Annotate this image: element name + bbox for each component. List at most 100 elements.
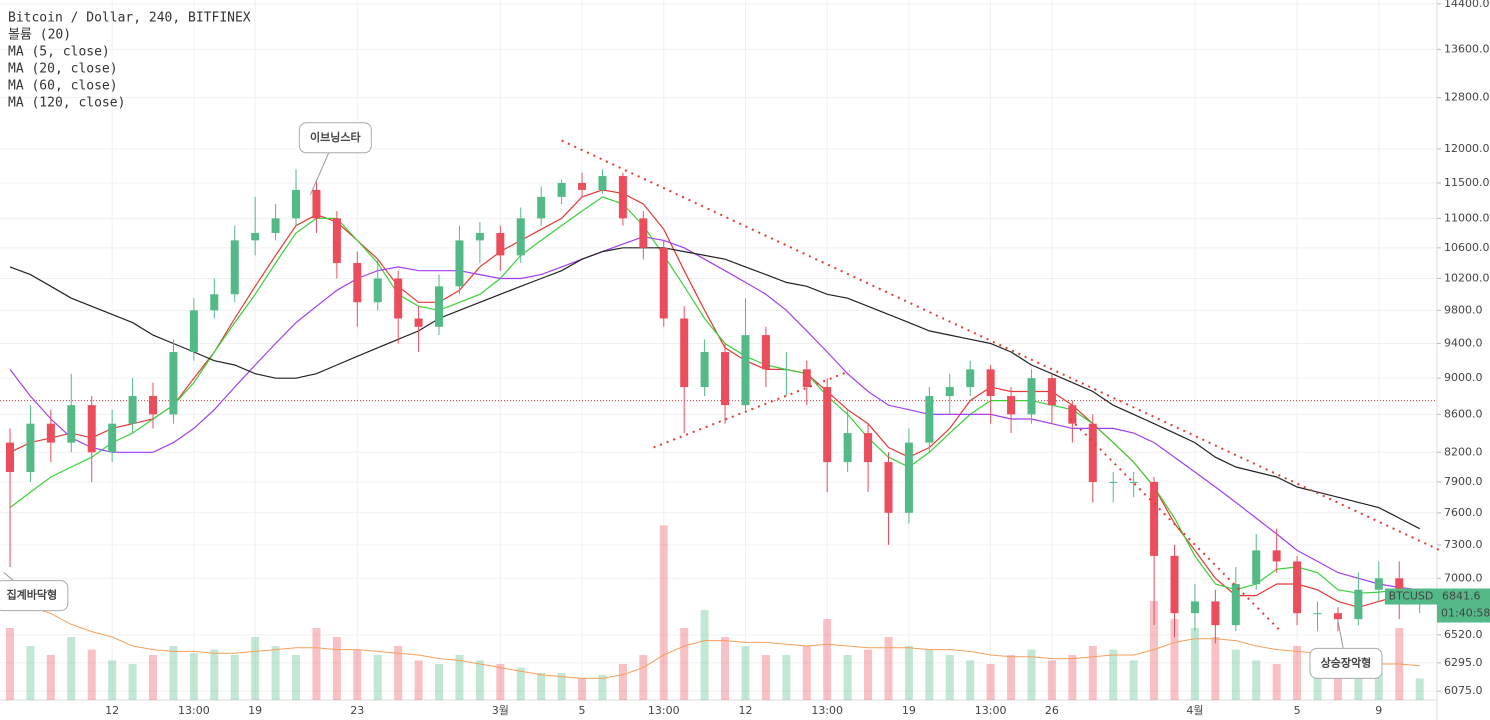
candle-body <box>373 278 382 303</box>
legend-text: Bitcoin / Dollar, 240, BITFINEX <box>8 11 251 26</box>
last-price-label: 6841.6 <box>1442 590 1481 603</box>
volume-bar <box>966 660 975 700</box>
candle-body <box>823 387 832 463</box>
candle-body <box>864 433 873 463</box>
candle-body <box>925 396 934 443</box>
volume-bar <box>108 660 117 700</box>
volume-bar <box>1252 660 1261 700</box>
trendline <box>561 139 1441 552</box>
legend-text: 볼륨 (20) <box>8 28 71 43</box>
y-tick-label: 12000.0 <box>1444 142 1490 155</box>
symbol-label-box <box>1385 588 1437 605</box>
legend-text: MA (5, close) <box>8 45 110 60</box>
y-tick-label: 10200.0 <box>1444 271 1490 284</box>
candle-body <box>639 218 648 248</box>
y-tick-label: 7000.0 <box>1444 571 1483 584</box>
volume-bar <box>761 655 770 700</box>
volume-ma-line <box>9 600 1420 679</box>
volume-bar <box>904 646 913 700</box>
volume-bar <box>537 673 546 700</box>
candle-body <box>598 176 607 190</box>
candle-body <box>945 387 954 397</box>
volume-bar <box>782 655 791 700</box>
candle-body <box>1027 378 1036 415</box>
candle-body <box>1231 584 1240 626</box>
candle-body <box>557 182 566 197</box>
y-tick-label: 11000.0 <box>1444 211 1490 224</box>
y-tick-label: 11500.0 <box>1444 176 1490 189</box>
candle-body <box>904 442 913 513</box>
volume-bar <box>169 646 178 700</box>
volume-bar <box>353 649 362 700</box>
volume-bar <box>251 637 260 700</box>
candle-body <box>1109 481 1118 483</box>
candle-body <box>802 369 811 388</box>
candle-body <box>1354 589 1363 620</box>
candle-body <box>721 352 730 406</box>
candle-body <box>414 318 423 327</box>
volume-bar <box>67 637 76 700</box>
annotation-bubble <box>1309 647 1383 679</box>
y-tick-label: 6075.0 <box>1444 684 1483 697</box>
candle-body <box>435 286 444 327</box>
annotation-text: 상승장악형 <box>1321 655 1372 669</box>
trendline <box>1069 418 1282 632</box>
candle-body <box>986 369 995 397</box>
y-tick-label: 7600.0 <box>1444 506 1483 519</box>
candle-body <box>394 278 403 319</box>
candle-body <box>189 310 198 353</box>
candle-body <box>1252 550 1261 585</box>
candle-body <box>1068 405 1077 424</box>
volume-bar <box>721 637 730 700</box>
legend-text: MA (20, close) <box>8 62 118 77</box>
candle-body <box>6 442 14 472</box>
candle-body <box>1150 481 1159 556</box>
volume-bar <box>516 667 525 700</box>
x-tick-label: 13:00 <box>178 704 210 717</box>
trendline <box>653 370 851 449</box>
volume-bar <box>271 646 280 700</box>
volume-bar <box>414 660 423 700</box>
volume-bar <box>128 664 137 700</box>
candle-body <box>966 369 975 388</box>
x-tick-label: 13:00 <box>975 704 1007 717</box>
volume-bar <box>1374 673 1383 700</box>
volume-bar <box>843 655 852 700</box>
volume-bar <box>292 655 301 700</box>
volume-bar <box>149 655 158 700</box>
candle-body <box>1211 601 1220 626</box>
volume-bar <box>87 649 96 700</box>
volume-bar <box>1190 628 1199 700</box>
candle-body <box>1190 601 1199 614</box>
volume-bar <box>230 655 239 700</box>
volume-bar <box>332 637 341 700</box>
ma-line <box>9 236 1420 591</box>
volume-bar <box>394 646 403 700</box>
annotation-bubble <box>0 580 69 612</box>
x-tick-label: 5 <box>1294 704 1301 717</box>
candle-body <box>578 182 587 190</box>
volume-bar <box>945 655 954 700</box>
volume-bar <box>700 610 709 700</box>
ma-line <box>9 247 1420 530</box>
annotation-bubble <box>298 122 372 154</box>
volume-bar <box>1068 655 1077 700</box>
annotation-text: 집계바닥형 <box>7 588 58 602</box>
annotation-text: 이브닝스타 <box>310 130 361 144</box>
candle-body <box>67 405 76 443</box>
candle-body <box>312 189 321 219</box>
y-tick-label: 10600.0 <box>1444 241 1490 254</box>
candle-body <box>884 462 893 513</box>
volume-bar <box>1047 660 1056 700</box>
volume-bar <box>639 655 648 700</box>
candle-body <box>169 352 178 415</box>
volume-bar <box>1354 667 1363 700</box>
candle-body <box>1272 550 1281 562</box>
candle-body <box>1129 481 1138 483</box>
candle-body <box>1313 613 1322 615</box>
candle-body <box>26 423 35 472</box>
volume-bar <box>618 664 627 700</box>
volume-bar <box>823 619 832 700</box>
candle-body <box>843 433 852 463</box>
y-tick-label: 8600.0 <box>1444 407 1483 420</box>
